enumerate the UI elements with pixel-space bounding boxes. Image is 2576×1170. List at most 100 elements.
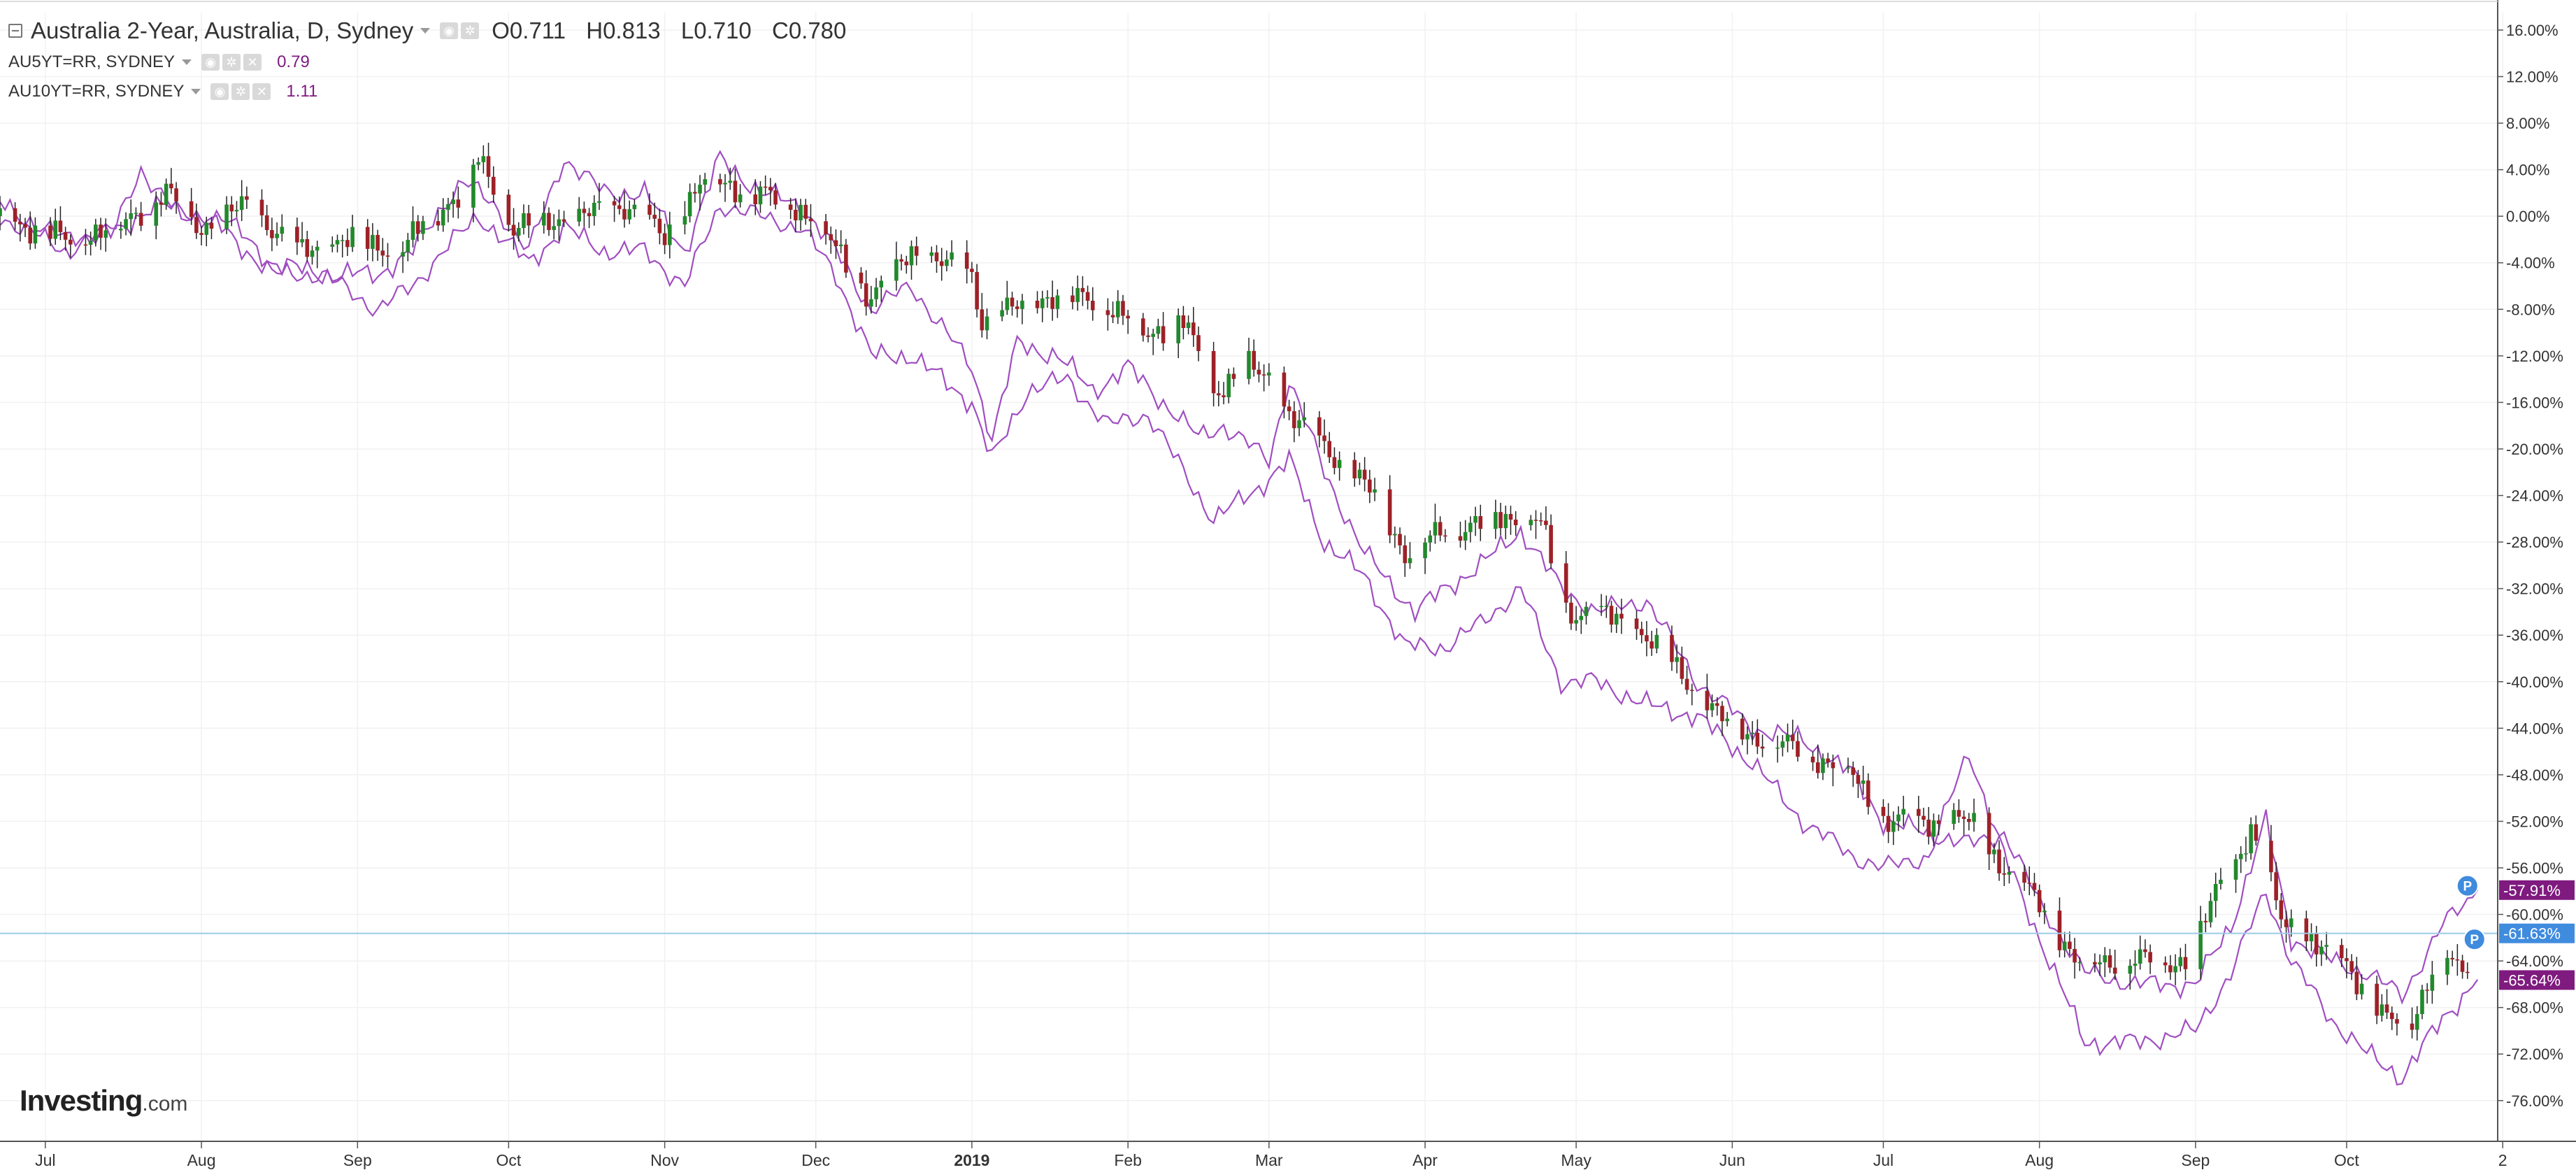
candle-body bbox=[527, 213, 531, 226]
legend-main-title[interactable]: Australia 2-Year, Australia, D, Sydney bbox=[31, 17, 414, 43]
close-icon[interactable]: ✕ bbox=[252, 83, 271, 100]
legend-series-title[interactable]: AU5YT=RR, SYDNEY bbox=[8, 52, 176, 71]
y-tick-label: -16.00% bbox=[2506, 394, 2563, 411]
candle-body bbox=[1040, 298, 1045, 308]
candle-body bbox=[803, 204, 808, 219]
y-tick-label: -44.00% bbox=[2506, 720, 2563, 737]
candle-body bbox=[799, 204, 803, 221]
candle-body bbox=[647, 204, 652, 215]
candle-body bbox=[1952, 810, 1956, 825]
candle-body bbox=[1140, 318, 1145, 336]
candle-body bbox=[164, 183, 169, 205]
eye-icon[interactable]: ◉ bbox=[440, 22, 459, 39]
candle-body bbox=[1000, 310, 1004, 317]
candle-body bbox=[1478, 516, 1483, 529]
candle-body bbox=[909, 246, 914, 266]
candle-body bbox=[2319, 946, 2324, 955]
candle-body bbox=[2349, 961, 2354, 972]
eye-icon[interactable]: ◉ bbox=[210, 83, 229, 100]
candle-body bbox=[1931, 820, 1936, 837]
price-label-box bbox=[2499, 970, 2575, 990]
candle-body bbox=[1050, 297, 1054, 309]
candle-body bbox=[687, 192, 692, 217]
candle-body bbox=[2163, 962, 2168, 966]
eye-icon[interactable]: ◉ bbox=[201, 54, 220, 71]
candle-body bbox=[1650, 641, 1654, 649]
candle-body bbox=[2244, 853, 2248, 855]
logo-suffix: .com bbox=[142, 1092, 188, 1115]
candle-body bbox=[103, 230, 108, 238]
candle-body bbox=[1226, 373, 1231, 397]
candle-body bbox=[1987, 813, 1991, 855]
candle-body bbox=[1896, 814, 1901, 822]
candle-body bbox=[2027, 883, 2032, 884]
candle-body bbox=[471, 164, 475, 208]
candle-body bbox=[169, 183, 173, 189]
y-tick-label: -48.00% bbox=[2506, 766, 2563, 784]
candle-body bbox=[894, 259, 899, 281]
candle-body bbox=[1780, 741, 1785, 748]
candle-body bbox=[1257, 369, 1261, 375]
candle-body bbox=[1463, 532, 1468, 541]
y-tick-label: 12.00% bbox=[2506, 69, 2559, 86]
chevron-down-icon[interactable] bbox=[182, 59, 192, 65]
candle-body bbox=[2148, 952, 2152, 963]
candle-body bbox=[1403, 545, 1408, 564]
candle-body bbox=[2254, 824, 2259, 841]
candle-body bbox=[1775, 748, 1780, 749]
x-tick-label: 2 bbox=[2498, 1151, 2507, 1169]
candle-body bbox=[2062, 941, 2067, 950]
collapse-icon[interactable] bbox=[8, 24, 22, 38]
candle-body bbox=[2389, 1012, 2394, 1020]
x-tick-label: Oct bbox=[496, 1151, 521, 1169]
chevron-down-icon[interactable] bbox=[420, 28, 431, 34]
y-tick-label: -36.00% bbox=[2506, 627, 2563, 644]
high-label: H bbox=[586, 17, 603, 43]
candle-body bbox=[1297, 420, 1301, 429]
candle-body bbox=[597, 201, 601, 203]
candle-body bbox=[1549, 525, 1553, 564]
x-tick-label: Dec bbox=[801, 1151, 830, 1169]
candle-body bbox=[2420, 990, 2424, 1015]
legend-series-value: 1.11 bbox=[286, 82, 318, 101]
y-tick-label: -20.00% bbox=[2506, 441, 2563, 458]
candle-body bbox=[138, 213, 143, 226]
x-tick-label: Jun bbox=[1719, 1151, 1745, 1169]
candle-body bbox=[511, 224, 516, 236]
candle-body bbox=[1090, 301, 1095, 311]
candle-body bbox=[2284, 919, 2289, 927]
candle-body bbox=[1901, 808, 1906, 815]
legend-main-row: Australia 2-Year, Australia, D, Sydney ◉… bbox=[8, 14, 846, 48]
candle-body bbox=[2354, 971, 2359, 994]
gear-icon[interactable]: ✲ bbox=[461, 22, 480, 39]
x-tick-label: Jul bbox=[35, 1151, 55, 1169]
candle-body bbox=[794, 210, 798, 221]
candle-body bbox=[2042, 911, 2047, 913]
candle-body bbox=[345, 240, 350, 248]
candle-body bbox=[1261, 374, 1266, 376]
candle-body bbox=[1337, 459, 1342, 469]
candle-body bbox=[945, 259, 949, 266]
gear-icon[interactable]: ✲ bbox=[231, 83, 250, 100]
candle-body bbox=[2465, 971, 2470, 973]
candle-body bbox=[1115, 301, 1120, 318]
candle-body bbox=[1282, 372, 1287, 407]
chevron-down-icon[interactable] bbox=[191, 89, 201, 94]
close-icon[interactable]: ✕ bbox=[243, 54, 262, 71]
candle-body bbox=[1961, 816, 1966, 819]
candle-body bbox=[1619, 613, 1624, 619]
y-tick-label: -72.00% bbox=[2506, 1046, 2563, 1063]
candle-body bbox=[1302, 417, 1307, 420]
candle-body bbox=[28, 227, 33, 244]
candle-body bbox=[824, 221, 828, 234]
candle-body bbox=[2213, 883, 2218, 901]
candle-body bbox=[401, 252, 405, 257]
candle-body bbox=[410, 221, 415, 240]
candle-body bbox=[1398, 534, 1402, 545]
candle-body bbox=[451, 199, 455, 204]
legend-series-title[interactable]: AU10YT=RR, SYDNEY bbox=[8, 82, 185, 101]
gear-icon[interactable]: ✲ bbox=[222, 54, 241, 71]
candle-body bbox=[2022, 871, 2026, 883]
